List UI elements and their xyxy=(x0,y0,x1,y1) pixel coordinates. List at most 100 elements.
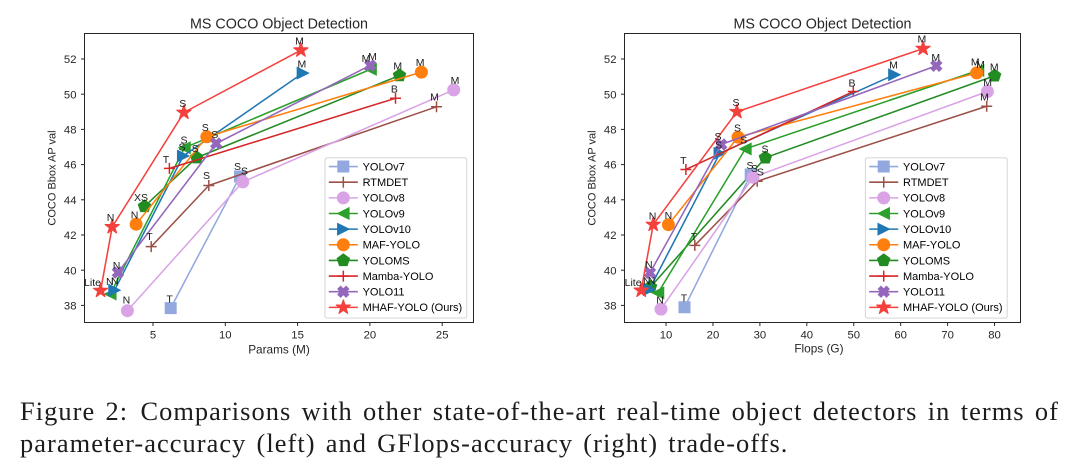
svg-text:M: M xyxy=(918,34,927,46)
svg-text:M: M xyxy=(451,75,460,87)
svg-text:S: S xyxy=(192,143,199,155)
svg-text:10: 10 xyxy=(660,330,673,342)
svg-text:44: 44 xyxy=(64,195,77,207)
svg-text:M: M xyxy=(393,61,402,73)
svg-text:N: N xyxy=(665,210,673,222)
svg-text:YOLOv7: YOLOv7 xyxy=(903,161,945,173)
svg-text:MAF-YOLO: MAF-YOLO xyxy=(903,240,961,252)
svg-text:MAF-YOLO: MAF-YOLO xyxy=(363,240,421,252)
svg-text:YOLOv7: YOLOv7 xyxy=(363,161,405,173)
svg-text:10: 10 xyxy=(219,330,232,342)
svg-text:YOLO11: YOLO11 xyxy=(363,287,405,299)
svg-text:Params (M): Params (M) xyxy=(248,343,310,357)
svg-text:N: N xyxy=(107,212,115,224)
svg-text:S: S xyxy=(714,131,721,143)
svg-text:T: T xyxy=(166,294,173,306)
svg-text:S: S xyxy=(203,170,210,182)
svg-text:40: 40 xyxy=(64,265,77,277)
svg-text:RTMDET: RTMDET xyxy=(363,177,409,189)
svg-text:S: S xyxy=(757,167,764,179)
svg-text:50: 50 xyxy=(604,89,617,101)
svg-text:T: T xyxy=(146,231,153,243)
svg-text:46: 46 xyxy=(64,160,77,172)
svg-text:70: 70 xyxy=(941,330,954,342)
svg-text:40: 40 xyxy=(801,330,814,342)
svg-text:MHAF-YOLO (Ours): MHAF-YOLO (Ours) xyxy=(903,302,1003,314)
svg-text:YOLOv9: YOLOv9 xyxy=(363,208,405,220)
svg-text:MHAF-YOLO (Ours): MHAF-YOLO (Ours) xyxy=(363,302,463,314)
svg-text:20: 20 xyxy=(707,330,720,342)
svg-text:M: M xyxy=(295,36,304,48)
svg-text:S: S xyxy=(746,160,753,172)
svg-text:COCO Bbox AP val: COCO Bbox AP val xyxy=(587,130,599,225)
svg-text:N: N xyxy=(649,210,657,222)
svg-text:20: 20 xyxy=(364,330,377,342)
svg-text:S: S xyxy=(211,129,218,141)
svg-text:MS COCO Object Detection: MS COCO Object Detection xyxy=(734,17,912,33)
svg-text:Flops (G): Flops (G) xyxy=(794,342,843,356)
svg-text:MS COCO Object Detection: MS COCO Object Detection xyxy=(190,17,368,33)
svg-text:M: M xyxy=(983,77,992,89)
svg-text:N: N xyxy=(131,209,139,221)
svg-text:80: 80 xyxy=(988,330,1001,342)
svg-text:S: S xyxy=(241,166,248,178)
svg-text:38: 38 xyxy=(64,300,77,312)
svg-text:Lite: Lite xyxy=(84,277,101,289)
svg-text:T: T xyxy=(163,154,170,166)
svg-text:M: M xyxy=(971,57,980,69)
svg-text:M: M xyxy=(889,60,898,72)
svg-text:52: 52 xyxy=(64,54,77,66)
svg-text:RTMDET: RTMDET xyxy=(903,177,949,189)
svg-text:N: N xyxy=(648,275,656,287)
svg-text:48: 48 xyxy=(64,124,77,136)
svg-text:N: N xyxy=(645,259,653,271)
svg-text:S: S xyxy=(751,163,758,175)
svg-text:YOLO11: YOLO11 xyxy=(903,287,945,299)
svg-text:YOLOv10: YOLOv10 xyxy=(363,224,411,236)
svg-text:N: N xyxy=(643,276,651,288)
svg-text:M: M xyxy=(931,52,940,64)
svg-text:Lite: Lite xyxy=(625,277,642,289)
svg-text:S: S xyxy=(740,135,747,147)
svg-text:S: S xyxy=(715,140,722,152)
svg-text:M: M xyxy=(430,92,439,104)
svg-text:15: 15 xyxy=(291,330,304,342)
svg-text:42: 42 xyxy=(604,230,617,242)
svg-text:T: T xyxy=(681,293,688,305)
svg-text:S: S xyxy=(202,122,209,134)
svg-text:30: 30 xyxy=(754,330,767,342)
svg-text:COCO Bbox AP val: COCO Bbox AP val xyxy=(47,130,59,225)
svg-text:52: 52 xyxy=(604,54,617,66)
svg-text:B: B xyxy=(391,84,398,96)
svg-text:M: M xyxy=(416,57,425,69)
svg-text:B: B xyxy=(848,77,855,89)
svg-text:M: M xyxy=(980,92,989,104)
svg-text:XS: XS xyxy=(134,192,148,204)
svg-text:25: 25 xyxy=(436,330,449,342)
svg-text:N: N xyxy=(656,294,664,306)
svg-text:50: 50 xyxy=(847,330,860,342)
svg-text:N: N xyxy=(106,276,114,288)
svg-text:S: S xyxy=(234,161,241,173)
svg-text:S: S xyxy=(734,123,741,135)
svg-text:M: M xyxy=(990,62,999,74)
svg-text:60: 60 xyxy=(894,330,907,342)
svg-text:44: 44 xyxy=(604,195,617,207)
svg-text:Mamba-YOLO: Mamba-YOLO xyxy=(903,271,974,283)
svg-text:YOLOv9: YOLOv9 xyxy=(903,208,945,220)
svg-text:38: 38 xyxy=(604,300,617,312)
svg-text:5: 5 xyxy=(150,330,156,342)
svg-text:S: S xyxy=(732,97,739,109)
svg-text:N: N xyxy=(113,260,121,272)
svg-text:YOLOv8: YOLOv8 xyxy=(903,193,945,205)
svg-text:YOLOMS: YOLOMS xyxy=(363,255,410,267)
svg-text:YOLOv10: YOLOv10 xyxy=(903,224,951,236)
svg-text:M: M xyxy=(362,53,371,65)
svg-text:42: 42 xyxy=(64,230,77,242)
svg-text:YOLOv8: YOLOv8 xyxy=(363,193,405,205)
svg-text:46: 46 xyxy=(604,160,617,172)
svg-text:M: M xyxy=(976,59,985,71)
svg-text:S: S xyxy=(180,134,187,146)
svg-text:50: 50 xyxy=(64,89,77,101)
svg-text:T: T xyxy=(691,231,698,243)
